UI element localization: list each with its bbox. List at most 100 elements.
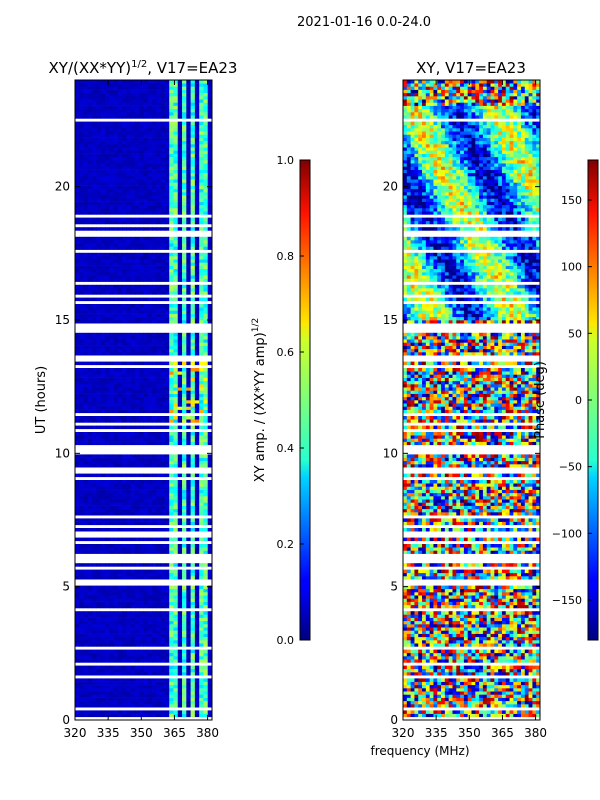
heatmap-cell xyxy=(143,678,149,682)
heatmap-cell xyxy=(122,601,127,606)
heatmap-cell xyxy=(182,400,187,404)
heatmap-cell xyxy=(160,544,166,548)
heatmap-cell xyxy=(96,339,102,343)
heatmap-cell xyxy=(152,288,157,292)
heatmap-cell xyxy=(160,131,166,135)
heatmap-cell xyxy=(173,352,179,356)
heatmap-cell xyxy=(199,217,204,222)
heatmap-cell xyxy=(190,483,196,487)
heatmap-cell xyxy=(104,185,110,190)
heatmap-cell xyxy=(109,403,114,407)
heatmap-cell xyxy=(130,502,136,506)
heatmap-cell xyxy=(100,102,106,106)
heatmap-cell xyxy=(79,384,84,388)
heatmap-cell xyxy=(122,438,127,442)
heatmap-cell xyxy=(134,700,140,705)
heatmap-cell xyxy=(79,115,84,119)
heatmap-cell xyxy=(75,268,80,273)
heatmap-cell xyxy=(143,252,149,257)
heatmap-cell xyxy=(100,547,106,551)
heatmap-cell xyxy=(143,352,149,356)
heatmap-cell xyxy=(152,601,157,606)
heatmap-cell xyxy=(173,204,179,209)
heatmap-cell xyxy=(117,572,123,577)
heatmap-cell xyxy=(199,115,204,119)
heatmap-cell xyxy=(139,486,144,490)
heatmap-cell xyxy=(182,588,187,593)
heatmap-cell xyxy=(173,92,179,97)
heatmap-cell xyxy=(160,166,166,170)
heatmap-cell xyxy=(126,147,132,151)
heatmap-cell xyxy=(160,588,166,593)
heatmap-cell xyxy=(100,332,106,337)
heatmap-cell xyxy=(126,310,132,314)
heatmap-cell xyxy=(177,643,183,647)
heatmap-cell xyxy=(113,486,119,490)
heatmap-cell xyxy=(122,678,127,682)
heatmap-cell xyxy=(134,288,140,292)
heatmap-cell xyxy=(75,652,80,657)
heatmap-cell xyxy=(92,131,97,135)
heatmap-cell xyxy=(143,694,149,698)
heatmap-cell xyxy=(164,332,170,337)
heatmap-cell xyxy=(169,112,174,116)
heatmap-cell xyxy=(143,518,149,522)
heatmap-cell xyxy=(173,291,179,295)
heatmap-cell xyxy=(177,550,183,554)
heatmap-cell xyxy=(122,345,127,350)
heatmap-cell xyxy=(134,713,140,718)
heatmap-cell xyxy=(173,134,179,138)
heatmap-cell xyxy=(113,115,119,119)
heatmap-cell xyxy=(147,585,153,590)
heatmap-cell xyxy=(139,288,144,292)
heatmap-cell xyxy=(109,400,114,404)
heatmap-cell xyxy=(152,457,157,462)
heatmap-cell xyxy=(104,620,110,625)
heatmap-cell xyxy=(160,640,166,644)
heatmap-cell xyxy=(139,483,144,487)
heatmap-cell xyxy=(173,131,179,135)
heatmap-cell xyxy=(194,563,200,567)
heatmap-cell xyxy=(199,348,204,353)
heatmap-cell xyxy=(207,131,213,135)
heatmap-cell xyxy=(186,275,191,279)
heatmap-cell xyxy=(122,246,127,250)
heatmap-cell xyxy=(152,704,157,708)
heatmap-cell xyxy=(87,339,93,343)
heatmap-cell xyxy=(92,150,97,154)
heatmap-cell xyxy=(156,416,162,420)
heatmap-cell xyxy=(104,339,110,343)
heatmap-cell xyxy=(190,550,196,554)
heatmap-cell xyxy=(156,121,162,126)
heatmap-cell xyxy=(207,611,213,615)
heatmap-cell xyxy=(134,246,140,250)
heatmap-cell xyxy=(87,316,93,321)
heatmap-cell xyxy=(79,710,84,714)
heatmap-cell xyxy=(96,291,102,295)
heatmap-cell xyxy=(87,380,93,385)
heatmap-cell xyxy=(92,598,97,602)
heatmap-cell xyxy=(186,496,191,500)
heatmap-cell xyxy=(139,601,144,606)
heatmap-cell xyxy=(147,150,153,154)
heatmap-cell xyxy=(203,150,209,154)
heatmap-cell xyxy=(147,384,153,388)
heatmap-cell xyxy=(79,588,84,593)
heatmap-cell xyxy=(96,681,102,686)
heatmap-cell xyxy=(152,387,157,391)
heatmap-cell xyxy=(152,652,157,657)
heatmap-cell xyxy=(75,659,80,663)
heatmap-cell xyxy=(152,694,157,698)
heatmap-cell xyxy=(143,297,149,302)
heatmap-cell xyxy=(182,316,187,321)
heatmap-cell xyxy=(83,217,89,222)
heatmap-cell xyxy=(203,547,209,551)
heatmap-cell xyxy=(96,348,102,353)
heatmap-cell xyxy=(96,147,102,151)
heatmap-cell xyxy=(186,678,191,682)
heatmap-cell xyxy=(117,652,123,657)
heatmap-cell xyxy=(164,243,170,247)
heatmap-cell xyxy=(113,518,119,522)
heatmap-cell xyxy=(100,694,106,698)
heatmap-cell xyxy=(160,473,166,478)
